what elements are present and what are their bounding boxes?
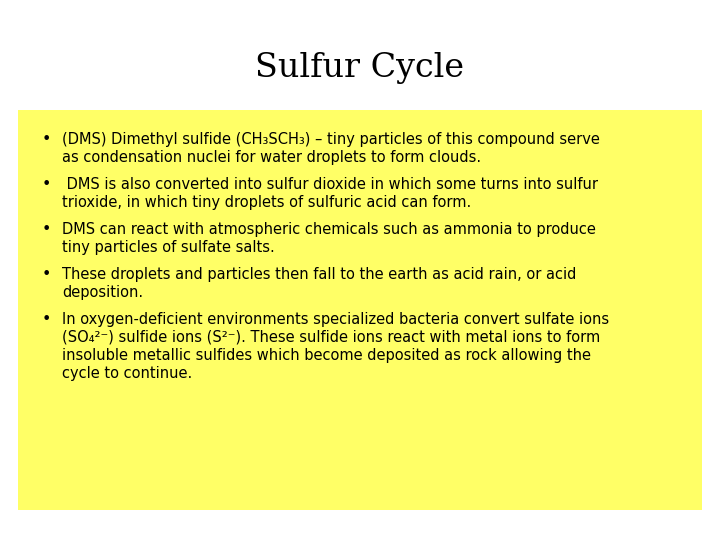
Text: •: • (41, 312, 50, 327)
Text: In oxygen-deficient environments specialized bacteria convert sulfate ions
(SO₄²: In oxygen-deficient environments special… (62, 312, 609, 381)
Text: DMS can react with atmospheric chemicals such as ammonia to produce
tiny particl: DMS can react with atmospheric chemicals… (62, 222, 596, 255)
Text: •: • (41, 177, 50, 192)
Text: •: • (41, 132, 50, 147)
FancyBboxPatch shape (18, 110, 702, 510)
Text: •: • (41, 267, 50, 282)
Text: DMS is also converted into sulfur dioxide in which some turns into sulfur
trioxi: DMS is also converted into sulfur dioxid… (62, 177, 598, 210)
Text: (DMS) Dimethyl sulfide (CH₃SCH₃) – tiny particles of this compound serve
as cond: (DMS) Dimethyl sulfide (CH₃SCH₃) – tiny … (62, 132, 600, 165)
Text: •: • (41, 222, 50, 237)
Text: These droplets and particles then fall to the earth as acid rain, or acid
deposi: These droplets and particles then fall t… (62, 267, 577, 300)
Text: Sulfur Cycle: Sulfur Cycle (256, 52, 464, 84)
